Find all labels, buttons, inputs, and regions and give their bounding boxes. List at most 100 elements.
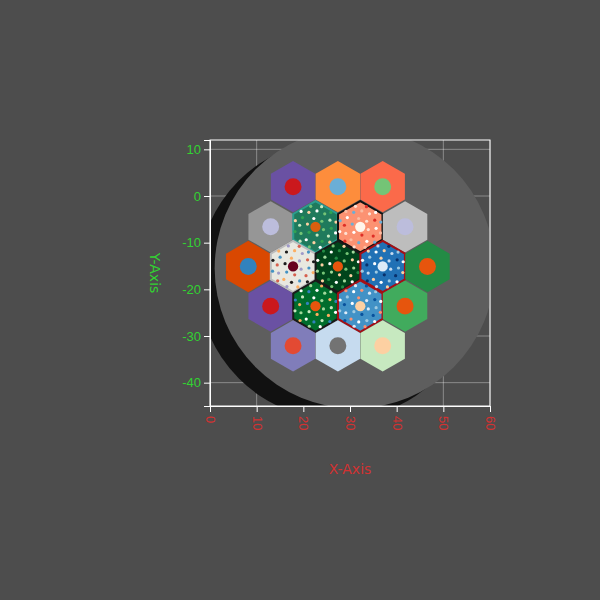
y-tick: -40 [182, 375, 210, 390]
pin [334, 231, 337, 234]
pin [330, 227, 333, 230]
center-dot [355, 301, 365, 311]
pin [360, 234, 363, 237]
y-tick-mark [204, 196, 210, 197]
hexagon [316, 320, 360, 371]
pin [351, 258, 354, 261]
pin [328, 262, 331, 265]
pin [328, 241, 331, 244]
pin [285, 250, 288, 253]
x-tick-label: 10 [250, 416, 265, 430]
pin [276, 279, 279, 282]
chart: 0102030405060100-10-20-30-40X-AxisY-Axis [0, 0, 600, 600]
pin [343, 259, 346, 262]
pin [320, 319, 323, 322]
pin [287, 244, 290, 247]
pin [375, 227, 378, 230]
pin [386, 285, 389, 288]
pin [323, 292, 326, 295]
y-tick-mark [204, 289, 210, 290]
pin [373, 262, 376, 265]
pin [375, 285, 378, 288]
center-dot [333, 261, 343, 271]
pin [327, 278, 330, 281]
pin [349, 238, 352, 241]
pin [344, 210, 347, 213]
y-tick: -30 [182, 329, 210, 344]
pin [334, 311, 337, 314]
pin [379, 311, 382, 314]
pin [338, 273, 341, 276]
y-axis-line [204, 141, 211, 407]
pin [320, 205, 323, 208]
y-tick-label: 10 [187, 142, 201, 157]
pin [343, 279, 346, 282]
center-dot [397, 218, 414, 235]
pin [283, 262, 286, 265]
pin [312, 217, 315, 220]
pin [374, 290, 377, 293]
core-disk [215, 140, 490, 406]
pin [394, 274, 397, 277]
pin [365, 284, 368, 287]
pin [320, 263, 323, 266]
pin [293, 230, 296, 233]
pin [306, 222, 309, 225]
pin [293, 273, 296, 276]
pin [309, 284, 312, 287]
pin [282, 278, 285, 281]
pin [312, 241, 315, 244]
x-tick: 0 [203, 406, 218, 423]
pin [307, 290, 310, 293]
pin [309, 205, 312, 208]
pin [293, 309, 296, 312]
pin [341, 285, 344, 288]
pin [379, 300, 382, 303]
pin [320, 240, 323, 243]
pin [372, 278, 375, 281]
pin [338, 249, 341, 252]
pin [343, 240, 346, 243]
pin [300, 289, 303, 292]
pin [383, 273, 386, 276]
pin [360, 209, 363, 212]
pin [308, 325, 311, 328]
pin [271, 270, 274, 273]
pin [351, 280, 354, 283]
pin [367, 307, 370, 310]
pin [368, 292, 371, 295]
pin [357, 320, 360, 323]
pin [361, 270, 364, 273]
pin [298, 279, 301, 282]
pin [322, 307, 325, 310]
pin [363, 246, 366, 249]
assembly [316, 320, 360, 371]
pin [376, 244, 379, 247]
pin [373, 298, 376, 301]
pin [339, 298, 342, 301]
pin [323, 256, 326, 259]
pin [312, 296, 315, 299]
pin [298, 224, 301, 227]
center-dot [355, 222, 365, 232]
y-tick-label: -10 [182, 235, 201, 250]
pin [346, 252, 349, 255]
center-dot [374, 178, 391, 195]
x-tick: 40 [390, 406, 405, 430]
pin [367, 271, 370, 274]
pin [338, 309, 341, 312]
pin [301, 216, 304, 219]
pin [307, 211, 310, 214]
pin [401, 271, 404, 274]
pin [351, 222, 354, 225]
pin [329, 290, 332, 293]
x-tick-label: 60 [483, 416, 498, 430]
pin [299, 311, 302, 314]
hexagon [360, 320, 404, 371]
pin [298, 319, 301, 322]
pin [301, 295, 304, 298]
y-tick-label: -30 [182, 329, 201, 344]
pin [319, 246, 322, 249]
pin [332, 244, 335, 247]
pin [307, 251, 310, 254]
